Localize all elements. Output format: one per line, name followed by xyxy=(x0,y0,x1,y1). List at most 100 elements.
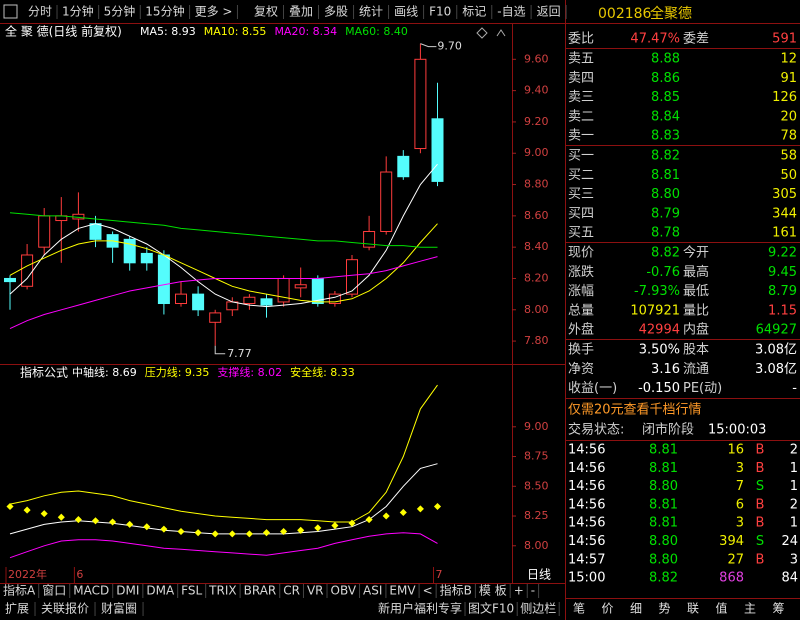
footer-item[interactable]: 扩展 xyxy=(5,602,29,616)
dot xyxy=(91,517,100,525)
candle-body xyxy=(89,223,102,240)
toolbar-item[interactable]: 统计 xyxy=(359,5,383,19)
toolbar-item[interactable]: 复权 xyxy=(254,5,278,19)
dot xyxy=(399,508,407,516)
footer-item[interactable]: 图文F10 xyxy=(468,601,514,616)
indicator-tab[interactable]: 指标B xyxy=(440,583,472,598)
indicator-tab[interactable]: VR xyxy=(307,584,324,598)
toolbar-item[interactable]: 画线 xyxy=(394,5,418,19)
candle-body xyxy=(123,238,136,264)
indicator-tab[interactable]: BRAR xyxy=(244,584,277,598)
side-tab[interactable]: 笔 xyxy=(573,601,585,616)
y-tick-label: 8.00 xyxy=(524,303,549,316)
quote-cell: 14:56 xyxy=(568,461,605,476)
side-tab[interactable]: 势 xyxy=(659,602,671,616)
indicator-tab[interactable]: 窗口 xyxy=(42,584,66,598)
dot xyxy=(365,516,373,524)
indicator-tab[interactable]: MACD xyxy=(73,584,109,598)
candle-body xyxy=(414,58,427,150)
quote-cell: 42994 xyxy=(639,323,680,338)
indicator-tab[interactable]: ASI xyxy=(363,584,382,598)
toolbar-item[interactable]: 5分钟 xyxy=(104,4,136,19)
candle-body xyxy=(431,118,444,182)
toolbar-item[interactable]: 多股 xyxy=(324,5,348,19)
toolbar-item[interactable]: F10 xyxy=(429,5,451,19)
quote-cell: 8.88 xyxy=(651,52,680,67)
toolbar-item[interactable]: 返回 xyxy=(537,5,561,19)
quote-cell: 6 xyxy=(736,497,744,512)
quote-cell: 50 xyxy=(780,168,797,183)
side-tab[interactable]: 细 xyxy=(630,602,642,616)
toolbar-item[interactable]: 1分钟 xyxy=(62,4,94,19)
candle-body xyxy=(328,293,341,305)
dot xyxy=(126,520,134,528)
candle-body xyxy=(397,155,410,178)
quote-cell: 3.50% xyxy=(639,343,680,358)
side-tab[interactable]: 值 xyxy=(716,601,728,616)
indicator-tab[interactable]: OBV xyxy=(331,584,357,598)
dot xyxy=(143,523,151,531)
series-line xyxy=(9,256,438,330)
toolbar-item[interactable]: 更多 > xyxy=(195,5,233,19)
quote-cell: 8.81 xyxy=(649,516,678,531)
side-tab[interactable]: 筹 xyxy=(773,602,785,616)
dot xyxy=(194,529,202,537)
indicator-tab[interactable]: EMV xyxy=(389,584,416,598)
quote-cell: 8.79 xyxy=(651,206,680,221)
quote-cell: 3 xyxy=(736,461,744,476)
quote-cell: 卖一 xyxy=(568,129,594,144)
quote-cell: 868 xyxy=(719,571,744,586)
y-tick-label: 9.00 xyxy=(524,146,549,159)
footer-item[interactable]: 新用户福利专享 xyxy=(378,601,462,616)
dot xyxy=(57,513,65,521)
side-tab[interactable]: 主 xyxy=(744,602,756,616)
footer-item[interactable]: 财富圈 xyxy=(101,601,137,616)
y-tick-label: 8.60 xyxy=(524,209,549,222)
quote-cell: 今开 xyxy=(683,245,709,261)
footer-item[interactable]: 关联报价 xyxy=(41,601,89,616)
quote-cell: 8.81 xyxy=(649,497,678,512)
footer-item[interactable]: 侧边栏 xyxy=(520,601,556,616)
toolbar-item[interactable]: -自选 xyxy=(497,5,525,19)
quote-cell: 8.84 xyxy=(651,109,680,124)
toolbar-item[interactable]: 15分钟 xyxy=(145,4,184,19)
candle-body xyxy=(192,293,205,311)
quote-cell: 15:00:03 xyxy=(708,423,766,438)
quote-cell: 12 xyxy=(780,52,797,67)
chart-icons[interactable] xyxy=(476,27,506,39)
quote-cell: 现价 xyxy=(568,246,594,261)
side-tab[interactable]: 价 xyxy=(602,602,614,616)
x-tick-label: 7 xyxy=(436,568,443,581)
toolbar-item[interactable]: 分时 xyxy=(28,5,52,19)
indicator-tab[interactable]: DMI xyxy=(116,584,139,598)
quote-cell: 外盘 xyxy=(568,322,594,338)
quote-cell: B xyxy=(756,497,765,512)
indicator-tab[interactable]: DMA xyxy=(146,584,175,598)
indicator-tab[interactable]: 模 板 xyxy=(479,584,507,598)
annotation: 9.70 xyxy=(437,40,462,53)
toolbar-item[interactable]: 标记 xyxy=(462,5,486,19)
candle-body xyxy=(157,254,170,305)
indicator-tab[interactable]: FSL xyxy=(181,584,202,598)
quote-cell: 8.80 xyxy=(651,187,680,202)
quote-cell: 总量 xyxy=(568,303,594,318)
series-line xyxy=(9,463,438,535)
toolbar-item[interactable]: 叠加 xyxy=(289,5,313,19)
indicator-tab[interactable]: - xyxy=(531,584,535,598)
quote-cell: S xyxy=(756,479,764,494)
quote-cell: 收益(一) xyxy=(568,381,617,396)
side-tab[interactable]: 联 xyxy=(687,602,699,616)
indicator-tab[interactable]: < xyxy=(423,584,433,598)
indicator-tab[interactable]: 指标A xyxy=(3,583,36,598)
y-tick-label: 9.40 xyxy=(524,84,549,97)
indicator-tab[interactable]: CR xyxy=(283,584,300,598)
quote-cell: 58 xyxy=(780,149,797,164)
promo[interactable]: 仅需20元查看千档行情 xyxy=(568,402,702,418)
dot xyxy=(177,527,185,536)
quote-cell: 交易状态: xyxy=(568,422,624,438)
indicator-tab[interactable]: + xyxy=(514,584,524,598)
indicator-tab[interactable]: TRIX xyxy=(208,584,236,598)
menu-icon[interactable] xyxy=(3,4,18,19)
